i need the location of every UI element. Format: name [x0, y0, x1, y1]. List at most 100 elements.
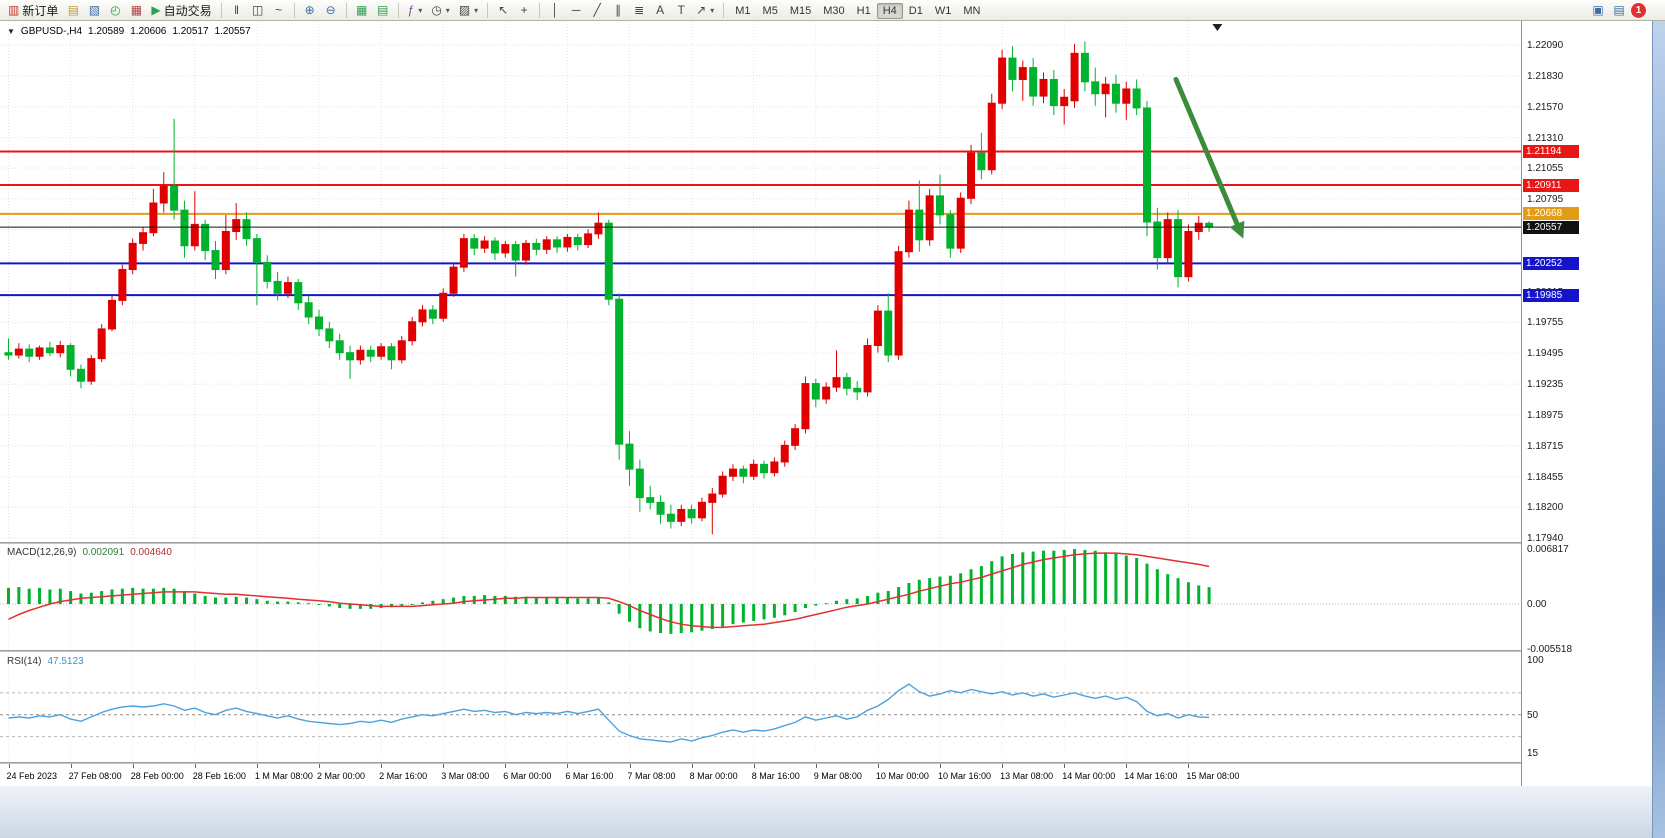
cascade-windows-icon: ▤ [376, 3, 389, 17]
autotrading-label: 自动交易 [163, 3, 212, 18]
time-tick [877, 764, 879, 768]
rsi-name: RSI(14) [7, 656, 42, 667]
cascade-windows-button[interactable]: ▤ [373, 1, 393, 19]
fibonacci-button[interactable]: ≣ [629, 1, 649, 19]
price-tick-label: 1.20795 [1527, 193, 1564, 205]
price-tag-1.20668[interactable]: 1.20668 [1523, 207, 1579, 221]
arrows-button[interactable]: ↗ ▾ [692, 1, 718, 19]
zoom-out-button[interactable]: ⊖ [321, 1, 341, 19]
label-button[interactable]: T [671, 1, 691, 19]
horizontal-line-icon: ─ [571, 3, 581, 17]
price-tag-1.20557[interactable]: 1.20557 [1523, 220, 1579, 234]
zoom-in-button[interactable]: ⊕ [300, 1, 320, 19]
templates-button[interactable]: ▨ ▾ [455, 1, 482, 19]
timeframe-w1-button[interactable]: W1 [929, 3, 958, 19]
periods-button[interactable]: ◷ ▾ [427, 1, 454, 19]
trendline-button[interactable]: ╱ [587, 1, 607, 19]
timeframe-mn-button[interactable]: MN [957, 3, 986, 19]
new-order-icon: ▥ [8, 3, 20, 17]
price-tick-label: 1.21055 [1527, 162, 1564, 174]
vertical-line-icon: │ [551, 3, 559, 17]
macd-signal-value: 0.004640 [130, 547, 172, 558]
bar-chart-icon: ‖ [234, 3, 240, 17]
time-tick [381, 764, 383, 768]
vertical-line-button[interactable]: │ [545, 1, 565, 19]
time-tick [691, 764, 693, 768]
cursor-button[interactable]: ↖ [493, 1, 513, 19]
timeframe-d1-button[interactable]: D1 [903, 3, 929, 19]
time-axis-label: 6 Mar 16:00 [565, 771, 614, 781]
terminal-panel-icon: ▣ [1592, 3, 1604, 17]
line-chart-button[interactable]: ~ [269, 1, 289, 19]
horizontal-line-button[interactable]: ─ [566, 1, 586, 19]
timeframe-m15-button[interactable]: M15 [784, 3, 817, 19]
price-tag-1.19985[interactable]: 1.19985 [1523, 288, 1579, 302]
market-watch-icon: ◴ [110, 3, 121, 17]
indicators-button[interactable]: ƒ ▾ [404, 1, 427, 19]
time-axis-label: 24 Feb 2023 [6, 771, 58, 781]
rsi-label: RSI(14) 47.5123 [7, 656, 84, 667]
macd-scale-label: -0.005518 [1527, 643, 1573, 655]
time-tick [256, 764, 258, 768]
time-tick [753, 764, 755, 768]
autotrade-icon: ▶ [151, 3, 161, 17]
time-axis-label: 8 Mar 00:00 [689, 771, 738, 781]
charts-icon: ▤ [67, 3, 80, 17]
panel-separator[interactable] [0, 542, 1652, 544]
profiles-button[interactable]: ▧ [84, 1, 104, 19]
crosshair-button[interactable]: + [514, 1, 534, 19]
chevron-down-icon: ▾ [418, 5, 423, 15]
vertical-scrollbar[interactable] [1652, 0, 1665, 838]
time-axis[interactable]: 24 Feb 2023 27 Feb 08:00 28 Feb 00:00 28 Fe… [0, 764, 1652, 786]
timeframe-h1-button[interactable]: H1 [851, 3, 877, 19]
price-tag-1.21194[interactable]: 1.21194 [1523, 144, 1579, 158]
price-tag-1.20911[interactable]: 1.20911 [1523, 178, 1579, 192]
rsi-panel[interactable] [0, 652, 1522, 762]
panel-separator[interactable] [0, 650, 1652, 652]
macd-panel[interactable] [0, 544, 1522, 650]
time-tick [132, 764, 134, 768]
toolbar-separator [397, 2, 399, 18]
time-tick [1064, 764, 1066, 768]
autotrading-button[interactable]: ▶ 自动交易 [147, 1, 215, 19]
trend-arrow-annotation [1173, 76, 1245, 239]
notifications-badge[interactable]: 1 [1630, 1, 1647, 19]
data-window-button[interactable]: ▦ [126, 1, 146, 19]
market-watch-button[interactable]: ◴ [105, 1, 125, 19]
timeframe-m5-button[interactable]: M5 [757, 3, 784, 19]
text-button[interactable]: A [650, 1, 670, 19]
chevron-down-icon: ▾ [710, 5, 715, 15]
time-tick [815, 764, 817, 768]
arrows-icon: ↗ [696, 3, 707, 17]
tile-windows-button[interactable]: ▦ [352, 1, 372, 19]
price-axis[interactable]: 1.22090 1.21830 1.21570 1.21310 1.21055 1.207… [1522, 21, 1652, 786]
timeframe-m30-button[interactable]: M30 [817, 3, 850, 19]
terminal-panel-button[interactable]: ▣ [1588, 1, 1608, 19]
time-axis-label: 13 Mar 08:00 [1000, 771, 1054, 781]
time-axis-label: 6 Mar 00:00 [503, 771, 552, 781]
tester-panel-button[interactable]: ▤ [1609, 1, 1629, 19]
price-tick-label: 1.19235 [1527, 379, 1564, 391]
time-tick [1126, 764, 1128, 768]
chevron-down-icon: ▾ [445, 5, 450, 15]
one-click-trading-toggle[interactable]: ▼ [7, 27, 15, 36]
new-order-button[interactable]: ▥ 新订单 [4, 1, 62, 19]
zoom-out-icon: ⊖ [325, 3, 336, 17]
candlestick-chart-icon: ◫ [251, 3, 264, 17]
channel-button[interactable]: ∥ [608, 1, 628, 19]
charts-button[interactable]: ▤ [63, 1, 83, 19]
time-tick [1188, 764, 1190, 768]
candlestick-chart-button[interactable]: ◫ [248, 1, 268, 19]
time-axis-label: 7 Mar 08:00 [627, 771, 676, 781]
bar-chart-button[interactable]: ‖ [227, 1, 247, 19]
timeframe-m1-button[interactable]: M1 [729, 3, 756, 19]
profiles-icon: ▧ [88, 3, 101, 17]
time-axis-label: 1 M Mar 08:00 [254, 771, 313, 781]
main-chart-canvas[interactable] [0, 21, 1522, 542]
timeframe-h4-button[interactable]: H4 [876, 3, 903, 19]
ohlc-close: 1.20557 [214, 26, 251, 37]
tile-windows-icon: ▦ [355, 3, 368, 17]
price-tag-1.20252[interactable]: 1.20252 [1523, 256, 1579, 270]
templates-icon: ▨ [458, 3, 471, 17]
